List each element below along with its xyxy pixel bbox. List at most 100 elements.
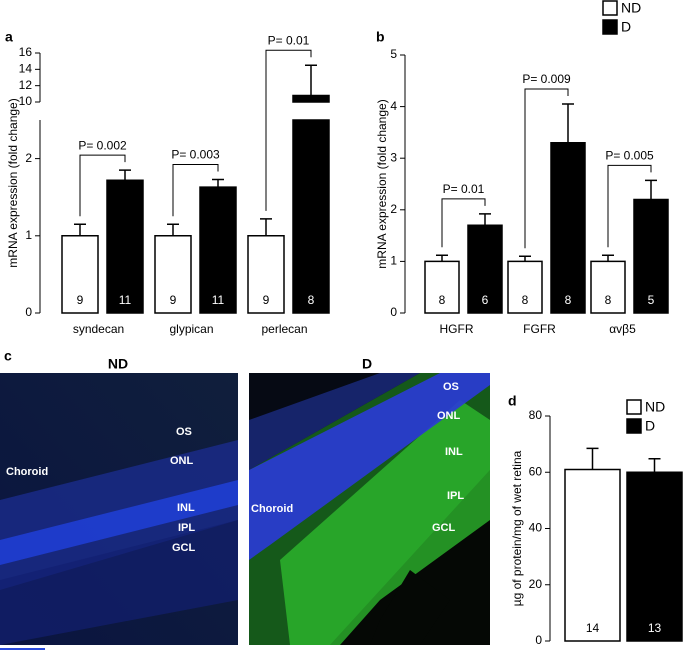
y-tick-label: 12 <box>19 78 33 92</box>
p-value: P= 0.01 <box>443 182 485 196</box>
bar <box>507 260 543 314</box>
x-tick-label: FGFR <box>523 322 556 336</box>
y-tick-label: 16 <box>19 45 33 59</box>
n-label: 8 <box>522 293 529 307</box>
error-bar <box>436 254 448 262</box>
bracket <box>172 163 219 217</box>
bar <box>154 235 192 314</box>
bar <box>247 235 285 314</box>
bar <box>590 260 626 314</box>
n-label: 9 <box>263 293 270 307</box>
x-tick-label: αvβ5 <box>609 322 636 336</box>
error-bar <box>167 223 179 236</box>
bracket <box>79 154 126 217</box>
y-tick-label: 5 <box>390 47 397 61</box>
image-title: D <box>362 356 372 372</box>
bar <box>564 468 621 642</box>
legend-swatch <box>602 19 618 35</box>
n-label: 6 <box>482 293 489 307</box>
n-label: 14 <box>586 621 600 635</box>
legend-swatch <box>626 418 642 434</box>
n-label: 8 <box>605 293 612 307</box>
layer-label: OS <box>443 381 459 393</box>
bracket <box>441 198 486 248</box>
n-label: 8 <box>565 293 572 307</box>
layer-label: OS <box>176 426 192 438</box>
bar <box>61 235 99 314</box>
legend-label: D <box>621 19 631 35</box>
error-bar <box>212 178 224 188</box>
bracket <box>524 88 569 249</box>
error-bar <box>519 255 531 262</box>
p-value: P= 0.002 <box>78 138 127 152</box>
bar <box>550 141 586 314</box>
error-bar <box>562 103 574 143</box>
y-tick-label: 0 <box>25 305 32 319</box>
p-value: P= 0.01 <box>268 33 310 47</box>
legend-swatch <box>602 0 618 16</box>
micrograph <box>0 373 238 645</box>
p-value: P= 0.009 <box>522 72 571 86</box>
n-label: 11 <box>119 293 132 307</box>
p-value: P= 0.003 <box>171 148 220 162</box>
x-tick-label: syndecan <box>73 322 124 336</box>
n-label: 9 <box>170 293 177 307</box>
panel-label: d <box>508 393 517 409</box>
layer-label: GCL <box>172 542 196 554</box>
n-label: 5 <box>648 293 655 307</box>
bracket <box>607 164 652 248</box>
y-tick-label: 4 <box>390 99 397 113</box>
legend-label: ND <box>645 399 665 415</box>
error-bar <box>586 447 599 470</box>
bar <box>633 198 669 314</box>
error-bar <box>648 458 661 473</box>
error-bar <box>645 179 657 200</box>
bar <box>292 94 330 314</box>
bar <box>199 186 237 314</box>
layer-label: Choroid <box>251 503 293 515</box>
y-tick-label: 1 <box>390 254 397 268</box>
panel-label: c <box>4 348 12 364</box>
error-bar <box>602 254 614 262</box>
error-bar <box>305 64 317 96</box>
n-label: 8 <box>308 293 315 307</box>
legend-label: D <box>645 418 655 434</box>
error-bar <box>119 169 131 181</box>
bar <box>626 471 683 642</box>
n-label: 13 <box>648 621 662 635</box>
y-tick-label: 20 <box>529 577 543 591</box>
n-label: 8 <box>439 293 446 307</box>
layer-label: INL <box>445 446 463 458</box>
y-axis-label: mRNA expression (fold change) <box>6 98 20 267</box>
layer-label: ONL <box>170 455 194 467</box>
y-tick-label: 80 <box>529 408 543 422</box>
x-tick-label: HGFR <box>440 322 474 336</box>
micrograph <box>249 373 490 645</box>
bar <box>106 179 144 314</box>
error-bar <box>260 218 272 236</box>
legend-label: ND <box>621 0 641 16</box>
image-title: ND <box>108 356 128 372</box>
y-tick-label: 1 <box>25 228 32 242</box>
layer-label: GCL <box>432 522 456 534</box>
legend-swatch <box>626 399 642 415</box>
y-axis-label: mRNA expression (fold change) <box>375 99 389 268</box>
y-tick-label: 40 <box>529 521 543 535</box>
y-tick-label: 10 <box>19 94 33 108</box>
x-tick-label: perlecan <box>261 322 307 336</box>
bar <box>424 260 460 314</box>
x-tick-label: glypican <box>169 322 213 336</box>
layer-label: ONL <box>437 410 461 422</box>
n-label: 11 <box>212 293 225 307</box>
layer-label: INL <box>177 502 195 514</box>
y-tick-label: 0 <box>390 305 397 319</box>
n-label: 9 <box>77 293 84 307</box>
y-tick-label: 2 <box>390 202 397 216</box>
layer-label: Choroid <box>6 466 48 478</box>
y-tick-label: 2 <box>25 151 32 165</box>
y-axis-label: µg of protein/mg of wet retina <box>510 450 524 606</box>
p-value: P= 0.005 <box>605 149 654 163</box>
bar <box>467 224 503 314</box>
panel-label: b <box>376 29 385 45</box>
